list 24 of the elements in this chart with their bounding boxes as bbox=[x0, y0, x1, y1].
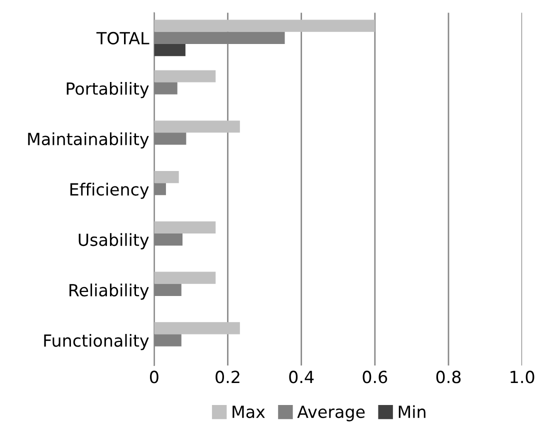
bar bbox=[154, 221, 216, 234]
x-tick-label: 0.4 bbox=[289, 370, 314, 384]
legend-label: Min bbox=[398, 405, 426, 418]
legend-label: Max bbox=[232, 406, 265, 418]
bar bbox=[154, 20, 375, 32]
y-tick-label: TOTAL bbox=[96, 32, 150, 45]
x-tick-label: 0.8 bbox=[436, 370, 461, 384]
y-tick-label: Functionality bbox=[44, 334, 149, 350]
y-tick-label: Usability bbox=[78, 233, 149, 250]
y-tick-label: Maintainability bbox=[28, 132, 149, 149]
bar bbox=[154, 170, 179, 184]
bar bbox=[154, 70, 216, 82]
x-tick-label: 0.6 bbox=[362, 370, 388, 384]
bar bbox=[154, 44, 186, 56]
legend-label: Average bbox=[297, 406, 365, 422]
y-tick-label: Efficiency bbox=[70, 182, 149, 199]
bar bbox=[154, 272, 216, 284]
bar bbox=[154, 322, 240, 334]
x-tick-label: 0.2 bbox=[216, 370, 240, 384]
y-tick-label: Portability bbox=[66, 82, 149, 98]
y-tick-label: Reliability bbox=[70, 284, 149, 300]
bar bbox=[154, 120, 240, 133]
x-tick-label: 1.0 bbox=[510, 370, 534, 384]
x-tick-label: 0 bbox=[150, 370, 158, 384]
